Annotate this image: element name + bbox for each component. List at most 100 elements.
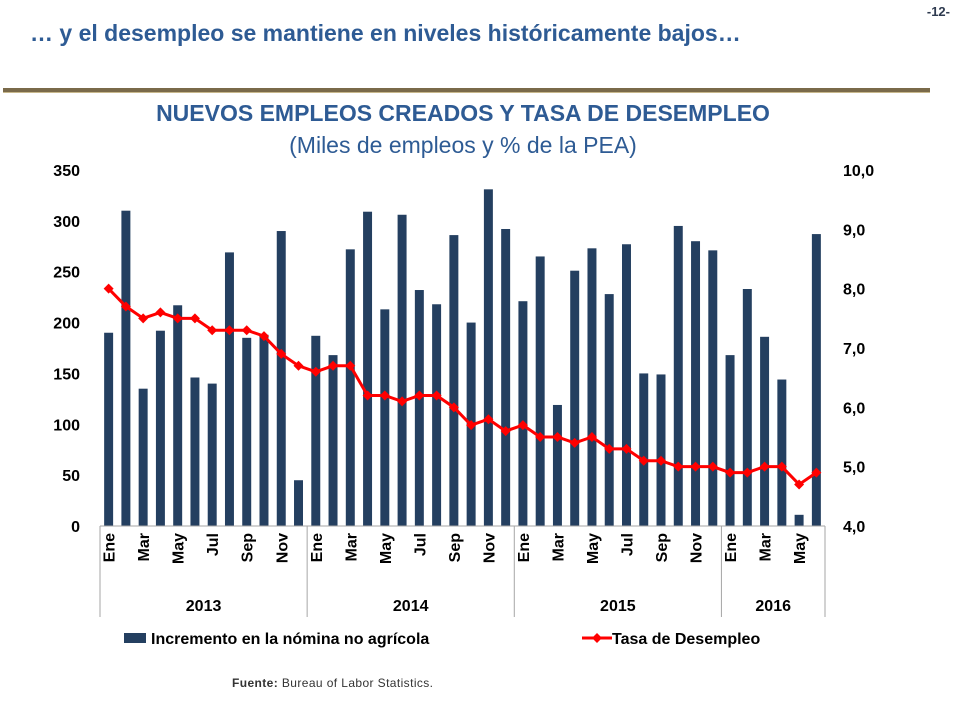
marker-unemployment-37 [742, 467, 753, 478]
marker-unemployment-11 [293, 360, 304, 371]
bar-payroll-9 [259, 334, 269, 526]
bar-payroll-20 [449, 235, 459, 526]
bar-payroll-18 [414, 290, 424, 526]
bar-payroll-4 [173, 305, 183, 526]
bar-payroll-19 [432, 304, 442, 526]
marker-unemployment-14 [345, 360, 356, 371]
marker-unemployment-35 [707, 461, 718, 472]
title-divider [3, 88, 930, 93]
bar-payroll-10 [276, 231, 286, 526]
legend-label-payroll: Incremento en la nómina no agrícola [151, 631, 429, 648]
bar-payroll-37 [742, 289, 752, 526]
x-tick-label: Sep [447, 533, 464, 563]
marker-unemployment-21 [466, 420, 477, 431]
bar-payroll-23 [501, 228, 511, 526]
marker-unemployment-18 [414, 390, 425, 401]
y-right-tick-label: 5,0 [843, 460, 865, 477]
bar-payroll-13 [328, 355, 338, 526]
bar-payroll-12 [311, 335, 321, 526]
x-tick-label: May [792, 533, 809, 564]
marker-unemployment-33 [673, 461, 684, 472]
x-tick-label: Mar [550, 533, 567, 561]
bar-payroll-11 [294, 480, 303, 526]
chart-title: NUEVOS EMPLEOS CREADOS Y TASA DE DESEMPL… [156, 100, 770, 126]
y-right-tick-label: 6,0 [843, 400, 865, 417]
year-label: 2014 [393, 598, 429, 615]
year-label: 2013 [186, 598, 222, 615]
x-tick-label: Nov [481, 533, 498, 563]
marker-unemployment-3 [155, 307, 166, 318]
source-label: Fuente: [232, 676, 279, 690]
bar-payroll-25 [535, 256, 545, 526]
marker-unemployment-30 [621, 443, 632, 454]
marker-unemployment-31 [638, 455, 649, 466]
marker-unemployment-23 [500, 426, 511, 437]
bar-payroll-0 [104, 332, 114, 526]
bar-payroll-22 [483, 189, 493, 526]
bar-payroll-40 [794, 514, 804, 526]
marker-unemployment-36 [725, 467, 736, 478]
y-left-tick-label: 50 [62, 468, 80, 485]
marker-unemployment-12 [310, 366, 321, 377]
marker-unemployment-1 [120, 301, 131, 312]
bar-payroll-38 [760, 336, 770, 526]
marker-unemployment-26 [552, 432, 563, 442]
x-tick-label: Ene [516, 533, 533, 562]
marker-unemployment-0 [103, 283, 114, 294]
y-left-tick-label: 300 [53, 214, 80, 231]
bar-payroll-3 [155, 330, 165, 526]
bar-payroll-39 [777, 379, 787, 526]
marker-unemployment-10 [276, 348, 287, 359]
x-tick-label: Jul [205, 533, 222, 556]
bar-payroll-15 [363, 211, 373, 526]
legend-swatch-unemployment-marker [592, 633, 602, 643]
x-tick-label: Sep [654, 533, 671, 563]
marker-unemployment-17 [397, 396, 408, 407]
marker-unemployment-8 [241, 325, 252, 336]
marker-unemployment-20 [448, 402, 459, 413]
bar-payroll-24 [518, 301, 528, 526]
marker-unemployment-6 [207, 325, 218, 336]
y-left-tick-label: 200 [53, 316, 80, 333]
x-tick-label: Jul [619, 533, 636, 556]
marker-unemployment-5 [189, 313, 200, 324]
bar-payroll-2 [138, 388, 148, 526]
marker-unemployment-15 [362, 390, 373, 401]
marker-unemployment-29 [604, 443, 615, 454]
y-left-tick-label: 150 [53, 366, 80, 383]
y-right-tick-label: 4,0 [843, 519, 865, 536]
marker-unemployment-41 [811, 467, 822, 478]
marker-unemployment-38 [759, 461, 770, 472]
source-text: Bureau of Labor Statistics. [281, 676, 434, 690]
marker-unemployment-39 [776, 461, 787, 472]
year-label: 2016 [755, 598, 791, 615]
marker-unemployment-40 [794, 479, 805, 490]
x-tick-label: Mar [758, 533, 775, 561]
x-tick-label: May [378, 533, 395, 564]
marker-unemployment-16 [379, 390, 390, 401]
bar-payroll-35 [708, 250, 718, 526]
legend-swatch-payroll [124, 633, 146, 643]
y-right-tick-label: 9,0 [843, 222, 865, 239]
marker-unemployment-25 [535, 432, 546, 442]
x-tick-label: Jul [412, 533, 429, 556]
y-left-tick-label: 350 [53, 163, 80, 180]
bar-payroll-26 [552, 404, 562, 526]
chart-subtitle: (Miles de empleos y % de la PEA) [289, 132, 637, 158]
marker-unemployment-34 [690, 461, 701, 472]
combo-chart: 0 50 100 150 200 250 300 350 4,0 5,0 6,0 7,0 8,0 9,0 1… [53, 163, 874, 648]
y-right-tick-label: 8,0 [843, 282, 865, 299]
bar-payroll-27 [570, 270, 580, 526]
y-left-tick-label: 0 [71, 519, 80, 536]
legend-label-unemployment: Tasa de Desempleo [612, 631, 760, 648]
bar-payroll-36 [725, 355, 735, 526]
y-right-tick-label: 10,0 [843, 163, 874, 180]
bar-payroll-17 [397, 214, 407, 527]
y-right-tick-label: 7,0 [843, 341, 865, 358]
marker-unemployment-24 [517, 420, 528, 431]
bar-payroll-29 [604, 294, 614, 526]
bar-payroll-16 [380, 309, 390, 526]
bar-payroll-5 [190, 377, 200, 526]
x-tick-label: Ene [102, 533, 119, 562]
bar-payroll-33 [673, 225, 683, 526]
